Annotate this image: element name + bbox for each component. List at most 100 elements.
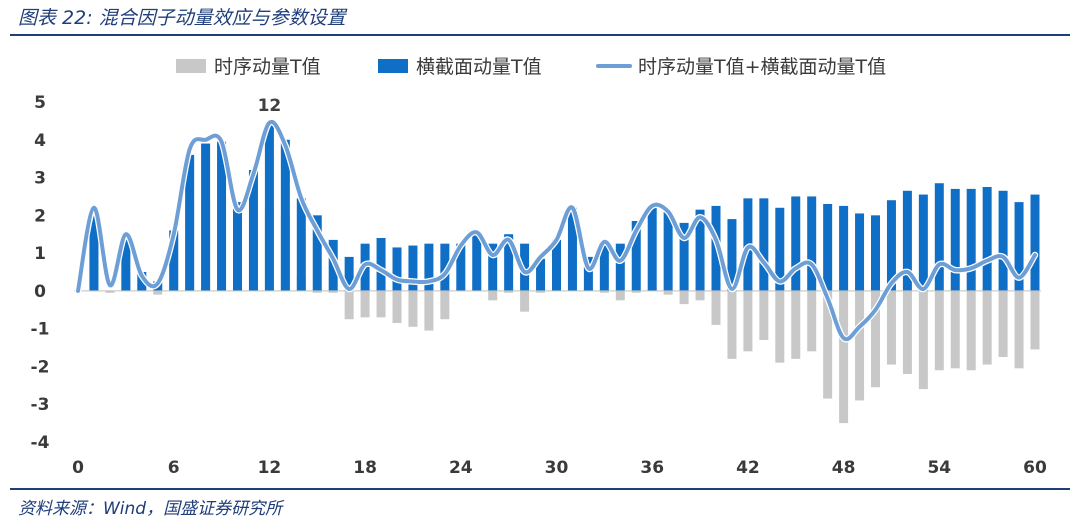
ts-bar xyxy=(1014,290,1024,369)
bottom-rule xyxy=(10,488,1070,490)
y-tick-label: 2 xyxy=(34,206,46,226)
cs-bar xyxy=(727,219,737,291)
x-tick-label: 30 xyxy=(545,458,569,478)
cs-bar xyxy=(871,215,880,291)
ts-bar xyxy=(520,290,530,312)
x-tick-label: 54 xyxy=(927,458,951,478)
x-tick-label: 36 xyxy=(640,458,664,478)
x-tick-label: 24 xyxy=(449,458,473,478)
ts-bar xyxy=(950,290,960,369)
top-rule xyxy=(10,34,1070,36)
cs-bar xyxy=(89,207,99,291)
y-tick-label: 4 xyxy=(34,131,46,151)
ts-bar xyxy=(153,290,163,295)
ts-bar xyxy=(727,290,737,359)
cs-bar xyxy=(663,211,673,291)
cs-bar xyxy=(408,245,418,291)
cs-bar xyxy=(472,232,482,291)
y-tick-label: -1 xyxy=(31,320,50,340)
legend-label: 横截面动量T值 xyxy=(416,56,542,78)
cs-bar xyxy=(536,258,546,291)
ts-bar xyxy=(791,290,801,359)
ts-bar xyxy=(871,290,880,388)
ts-bar xyxy=(934,290,944,371)
ts-bar xyxy=(679,290,689,305)
ts-bar xyxy=(615,290,625,301)
legend-swatch xyxy=(378,59,408,73)
y-tick-label: -2 xyxy=(31,357,50,377)
ts-bar xyxy=(982,290,992,365)
y-tick-label: 3 xyxy=(34,169,46,189)
ts-bar xyxy=(344,290,354,320)
cs-bar xyxy=(775,207,785,291)
ts-bar xyxy=(823,290,833,399)
cs-bar xyxy=(998,190,1008,291)
y-tick-label: -4 xyxy=(31,433,50,453)
cs-bar xyxy=(233,202,242,291)
ts-bar xyxy=(312,290,322,293)
cs-bar xyxy=(583,256,593,291)
legend: 时序动量T值 横截面动量T值 时序动量T值+横截面动量T值 xyxy=(176,56,886,78)
ts-bar xyxy=(408,290,418,327)
legend-label: 时序动量T值 xyxy=(214,56,321,78)
y-tick-label: 1 xyxy=(34,244,46,264)
cs-bar xyxy=(440,243,450,291)
ts-bar xyxy=(424,290,434,331)
cs-bar xyxy=(839,205,849,291)
ts-bar xyxy=(440,290,450,320)
x-tick-label: 18 xyxy=(353,458,377,478)
cs-bar xyxy=(312,215,322,291)
ts-bar xyxy=(599,290,609,293)
cs-bars xyxy=(89,122,1040,291)
cs-bar xyxy=(248,170,258,291)
cs-bar xyxy=(217,141,227,291)
x-tick-label: 42 xyxy=(736,458,760,478)
cs-bar xyxy=(376,238,386,291)
ts-bar xyxy=(966,290,976,371)
ts-bar xyxy=(536,290,546,293)
x-axis: 0 6 12 18 24 30 36 42 48 54 60 xyxy=(72,458,1047,478)
cs-bar xyxy=(280,139,290,291)
cs-bar xyxy=(185,154,195,291)
x-tick-label: 6 xyxy=(168,458,180,478)
cs-bar xyxy=(567,207,577,291)
y-tick-label: 0 xyxy=(34,282,46,302)
cs-bar xyxy=(982,187,992,291)
ts-bar xyxy=(504,290,514,293)
cs-bar xyxy=(456,243,466,291)
ts-bar xyxy=(998,290,1008,357)
ts-bar xyxy=(902,290,912,374)
cs-bar xyxy=(504,234,514,291)
ts-bar xyxy=(711,290,721,325)
ts-bar xyxy=(631,290,641,293)
ts-bar xyxy=(328,290,338,293)
cs-bar xyxy=(823,204,833,291)
y-tick-label: -3 xyxy=(31,395,50,415)
cs-bar xyxy=(615,243,625,291)
cs-bar xyxy=(934,183,944,291)
cs-bar xyxy=(201,143,211,291)
cs-bar xyxy=(424,243,434,291)
cs-bar xyxy=(886,200,896,291)
ts-bar xyxy=(105,290,115,293)
cs-bar xyxy=(855,213,865,291)
ts-bar xyxy=(886,290,896,365)
cs-bar xyxy=(121,234,131,291)
cs-bar xyxy=(169,230,179,291)
ts-bar xyxy=(1030,290,1040,350)
cs-bar xyxy=(695,209,705,291)
cs-bar xyxy=(791,196,801,291)
ts-bar xyxy=(759,290,769,340)
figure-title: 图表 22: 混合因子动量效应与参数设置 xyxy=(18,7,346,29)
annotations: 12 xyxy=(258,96,282,116)
cs-bar xyxy=(950,188,960,291)
y-tick-label: 5 xyxy=(34,93,46,113)
ts-bar xyxy=(743,290,753,352)
ts-bar xyxy=(839,290,849,424)
cs-bar xyxy=(902,190,912,291)
combo-line-group xyxy=(74,118,1039,343)
cs-bar xyxy=(1014,202,1024,291)
ts-bars xyxy=(89,200,1040,424)
cs-bar xyxy=(552,239,561,291)
cs-bar xyxy=(679,222,689,291)
